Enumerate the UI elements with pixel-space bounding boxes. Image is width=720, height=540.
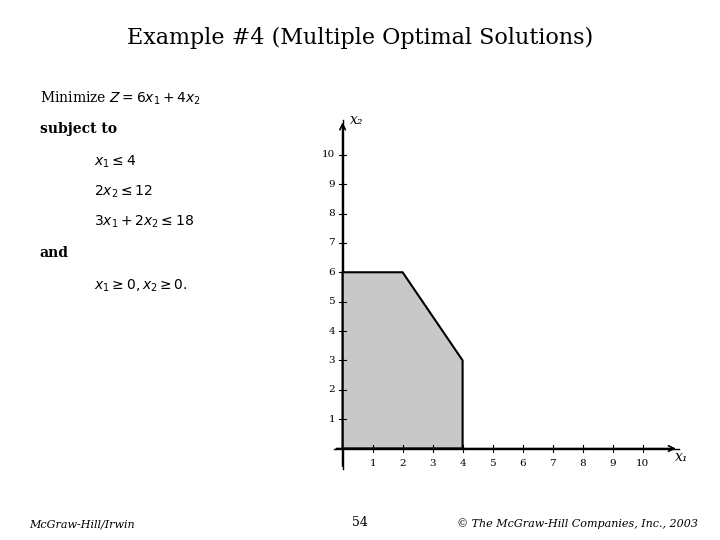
Text: $x_1 \geq 0, x_2 \geq 0.$: $x_1 \geq 0, x_2 \geq 0.$ xyxy=(94,278,187,294)
Text: 3: 3 xyxy=(328,356,335,365)
Text: 2: 2 xyxy=(400,459,406,468)
Text: Example #4 (Multiple Optimal Solutions): Example #4 (Multiple Optimal Solutions) xyxy=(127,27,593,49)
Text: 7: 7 xyxy=(328,238,335,247)
Text: Minimize $Z = 6x_1 + 4x_2$: Minimize $Z = 6x_1 + 4x_2$ xyxy=(40,89,201,106)
Text: $3x_1 + 2x_2 \leq 18$: $3x_1 + 2x_2 \leq 18$ xyxy=(94,213,194,230)
Text: 9: 9 xyxy=(609,459,616,468)
Polygon shape xyxy=(343,272,463,449)
Text: 9: 9 xyxy=(328,180,335,188)
Text: 4: 4 xyxy=(459,459,466,468)
Text: 3: 3 xyxy=(429,459,436,468)
Text: subject to: subject to xyxy=(40,122,117,136)
Text: 8: 8 xyxy=(328,209,335,218)
Text: $x_1 \leq 4$: $x_1 \leq 4$ xyxy=(94,154,136,170)
Text: © The McGraw-Hill Companies, Inc., 2003: © The McGraw-Hill Companies, Inc., 2003 xyxy=(457,518,698,529)
Text: 6: 6 xyxy=(328,268,335,277)
Text: 2: 2 xyxy=(328,385,335,394)
Text: 10: 10 xyxy=(322,150,335,159)
Text: 1: 1 xyxy=(328,415,335,424)
Text: and: and xyxy=(40,246,68,260)
Text: $2x_2 \leq 12$: $2x_2 \leq 12$ xyxy=(94,184,153,200)
Text: 4: 4 xyxy=(328,327,335,335)
Text: 5: 5 xyxy=(328,297,335,306)
Text: 1: 1 xyxy=(369,459,376,468)
Text: x₂: x₂ xyxy=(350,112,364,126)
Text: 10: 10 xyxy=(636,459,649,468)
Text: 8: 8 xyxy=(580,459,586,468)
Text: 54: 54 xyxy=(352,516,368,529)
Text: 6: 6 xyxy=(519,459,526,468)
Text: 5: 5 xyxy=(490,459,496,468)
Text: x₁: x₁ xyxy=(675,450,688,464)
Text: 7: 7 xyxy=(549,459,556,468)
Text: McGraw-Hill/Irwin: McGraw-Hill/Irwin xyxy=(29,519,135,529)
